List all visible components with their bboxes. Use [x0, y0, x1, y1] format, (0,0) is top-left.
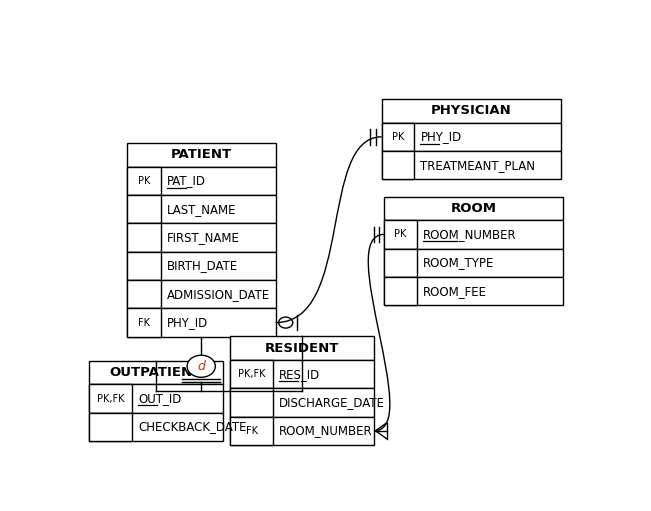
- Bar: [127, 309, 275, 337]
- Bar: [127, 195, 275, 223]
- Text: ROOM_FEE: ROOM_FEE: [423, 285, 487, 297]
- Text: ROOM_NUMBER: ROOM_NUMBER: [279, 424, 373, 437]
- Text: RESIDENT: RESIDENT: [265, 342, 339, 355]
- Text: PHY_ID: PHY_ID: [421, 130, 462, 144]
- Bar: [127, 167, 161, 195]
- Circle shape: [187, 355, 215, 377]
- Bar: [127, 143, 275, 167]
- Bar: [127, 309, 161, 337]
- Text: FK: FK: [245, 426, 258, 436]
- Bar: [230, 416, 374, 445]
- Bar: [127, 195, 161, 223]
- Bar: [381, 123, 414, 151]
- Text: FIRST_NAME: FIRST_NAME: [167, 231, 240, 244]
- Bar: [127, 252, 275, 280]
- Bar: [381, 123, 561, 151]
- Bar: [384, 220, 563, 249]
- Text: DISCHARGE_DATE: DISCHARGE_DATE: [279, 396, 385, 409]
- Text: LAST_NAME: LAST_NAME: [167, 203, 237, 216]
- Bar: [384, 249, 417, 277]
- Bar: [384, 277, 563, 305]
- Bar: [381, 151, 414, 179]
- Bar: [384, 197, 563, 220]
- Bar: [384, 249, 563, 277]
- Text: ROOM_TYPE: ROOM_TYPE: [423, 257, 494, 269]
- Text: ADMISSION_DATE: ADMISSION_DATE: [167, 288, 270, 301]
- Bar: [230, 388, 374, 416]
- Bar: [381, 151, 561, 179]
- Text: ROOM_NUMBER: ROOM_NUMBER: [423, 228, 516, 241]
- Text: PHYSICIAN: PHYSICIAN: [431, 104, 512, 118]
- Text: FK: FK: [138, 317, 150, 328]
- Bar: [230, 360, 273, 388]
- Text: PAT_ID: PAT_ID: [167, 174, 206, 188]
- Text: PK,FK: PK,FK: [238, 369, 266, 379]
- Bar: [127, 223, 275, 252]
- Bar: [127, 223, 161, 252]
- Bar: [230, 336, 374, 360]
- Text: PK,FK: PK,FK: [96, 393, 124, 404]
- Text: CHECKBACK_DATE: CHECKBACK_DATE: [138, 421, 246, 433]
- Bar: [127, 252, 161, 280]
- Bar: [230, 388, 273, 416]
- Text: PATIENT: PATIENT: [171, 149, 232, 161]
- Text: ROOM: ROOM: [450, 202, 497, 215]
- Text: OUTPATIENT: OUTPATIENT: [109, 366, 202, 379]
- Bar: [89, 413, 223, 441]
- Bar: [89, 413, 132, 441]
- Bar: [127, 280, 275, 309]
- Text: BIRTH_DATE: BIRTH_DATE: [167, 260, 238, 272]
- Text: PK: PK: [395, 229, 407, 240]
- Bar: [89, 361, 223, 384]
- Bar: [381, 99, 561, 123]
- Bar: [384, 277, 417, 305]
- Bar: [230, 360, 374, 388]
- Bar: [89, 384, 223, 413]
- Bar: [384, 220, 417, 249]
- Text: TREATMEANT_PLAN: TREATMEANT_PLAN: [421, 159, 535, 172]
- Text: d: d: [197, 360, 205, 373]
- Text: PK: PK: [138, 176, 150, 186]
- Bar: [89, 384, 132, 413]
- Bar: [230, 416, 273, 445]
- Bar: [127, 167, 275, 195]
- Text: PHY_ID: PHY_ID: [167, 316, 208, 329]
- Text: PK: PK: [392, 132, 404, 142]
- Bar: [127, 280, 161, 309]
- Text: RES_ID: RES_ID: [279, 367, 320, 381]
- Text: OUT_ID: OUT_ID: [138, 392, 181, 405]
